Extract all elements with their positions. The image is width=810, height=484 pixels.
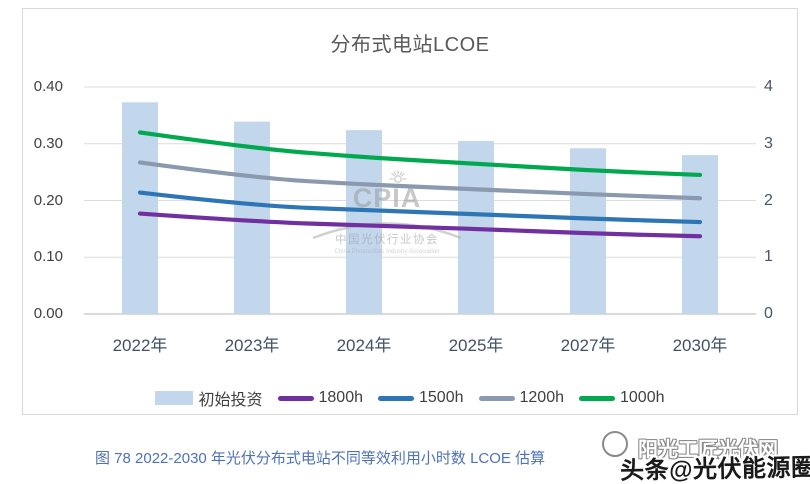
bar-初始投资 — [234, 121, 270, 315]
right-axis-tick: 1 — [764, 248, 773, 265]
x-axis-label: 2027年 — [560, 336, 616, 355]
line-swatch — [378, 395, 414, 401]
bar-初始投资 — [346, 130, 382, 314]
left-axis-tick: 0.40 — [33, 78, 63, 95]
left-axis-tick: 0.20 — [33, 192, 63, 209]
chart-container: 分布式电站LCOE CPIA — [22, 8, 798, 415]
legend-item-1800h: 1800h — [277, 389, 364, 407]
line-series-layer — [137, 130, 703, 239]
chart-legend: 初始投资 1800h 1500h 1200h 1000h — [23, 386, 797, 410]
figure-caption: 图 78 2022-2030 年光伏分布式电站不同等效利用小时数 LCOE 估算 — [95, 450, 546, 467]
series-line-1200h — [137, 160, 703, 201]
left-axis-tick: 0.10 — [33, 248, 63, 265]
bars-gridlines-layer — [84, 86, 756, 315]
series-line-1800h — [137, 211, 703, 239]
legend-label: 1000h — [620, 389, 665, 406]
legend-label: 1800h — [318, 389, 364, 406]
line-swatch — [579, 395, 615, 401]
x-axis-label: 2022年 — [112, 336, 168, 355]
x-axis-label: 2025年 — [448, 336, 504, 355]
x-axis-label: 2023年 — [224, 336, 280, 355]
series-line-1000h — [137, 130, 703, 178]
right-axis-tick: 3 — [764, 135, 773, 152]
legend-item-1200h: 1200h — [478, 389, 565, 407]
legend-label: 1500h — [419, 389, 464, 406]
watermark-site-name: 阳光工匠光伏网 — [638, 439, 778, 461]
bar-初始投资 — [122, 102, 158, 314]
legend-label: 1200h — [519, 389, 565, 406]
left-axis-tick: 0.00 — [33, 305, 63, 322]
series-line-1500h — [137, 190, 703, 225]
right-axis-tick: 4 — [764, 78, 773, 95]
x-axis-label: 2024年 — [336, 336, 392, 355]
left-axis-tick: 0.30 — [33, 135, 63, 152]
legend-item-1500h: 1500h — [378, 389, 464, 407]
bar-swatch — [155, 391, 194, 405]
line-swatch — [478, 395, 515, 401]
legend-label: 初始投资 — [198, 392, 263, 409]
legend-item-initial-investment: 初始投资 — [155, 386, 263, 410]
legend-item-1000h: 1000h — [579, 389, 665, 407]
right-axis-tick: 0 — [764, 305, 773, 322]
x-axis-label: 2030年 — [672, 336, 728, 355]
watermark-toutiao-handle: 头条@光伏能源圈 — [619, 454, 810, 484]
right-axis-tick: 2 — [764, 192, 773, 209]
line-swatch — [277, 395, 314, 401]
sun-circle-icon — [602, 431, 628, 457]
chart-title: 分布式电站LCOE — [330, 34, 490, 56]
